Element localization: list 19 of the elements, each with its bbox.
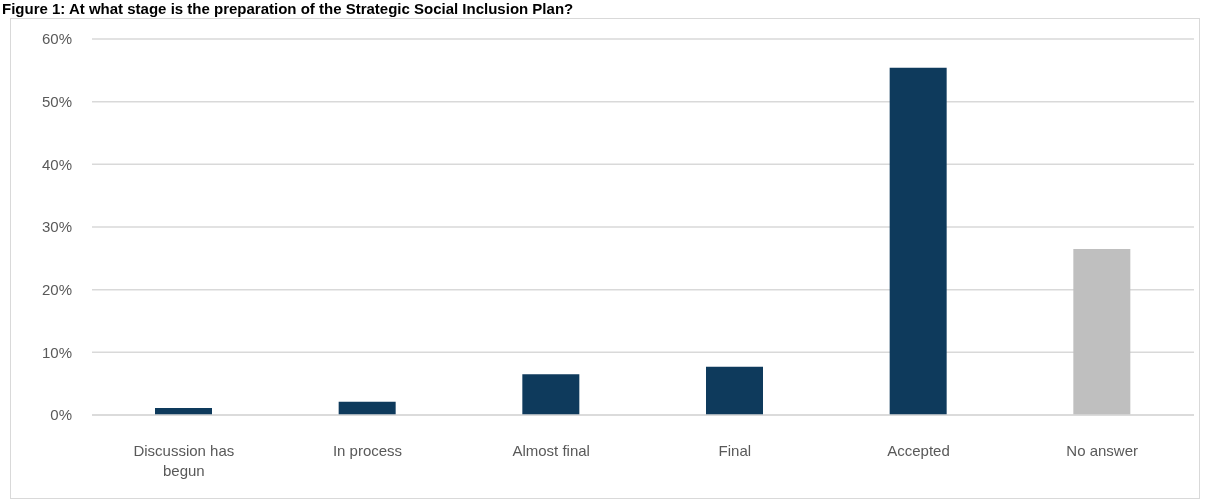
- x-tick-label: Final: [718, 441, 752, 459]
- x-tick-label: Accepted: [887, 441, 950, 459]
- bar: [338, 401, 396, 415]
- chart-title: Figure 1: At what stage is the preparation of the Strategic Social Inclusion Plan?: [2, 0, 574, 17]
- y-tick-label: 30%: [41, 218, 72, 236]
- y-tick-label: 0%: [50, 406, 72, 424]
- y-tick-label: 20%: [41, 280, 72, 298]
- x-tick-label: Almost final: [512, 441, 590, 459]
- x-tick-label: No answer: [1066, 441, 1139, 459]
- bar: [522, 374, 580, 415]
- y-tick-label: 50%: [41, 92, 72, 110]
- bar: [1073, 248, 1131, 415]
- x-tick-label: In process: [332, 441, 403, 459]
- y-tick-label: 40%: [41, 155, 72, 173]
- y-tick-label: 60%: [41, 30, 72, 48]
- y-tick-label: 10%: [41, 343, 72, 361]
- bar: [706, 366, 763, 415]
- bar: [889, 67, 947, 415]
- x-tick-label: Discussion has begun: [133, 441, 235, 479]
